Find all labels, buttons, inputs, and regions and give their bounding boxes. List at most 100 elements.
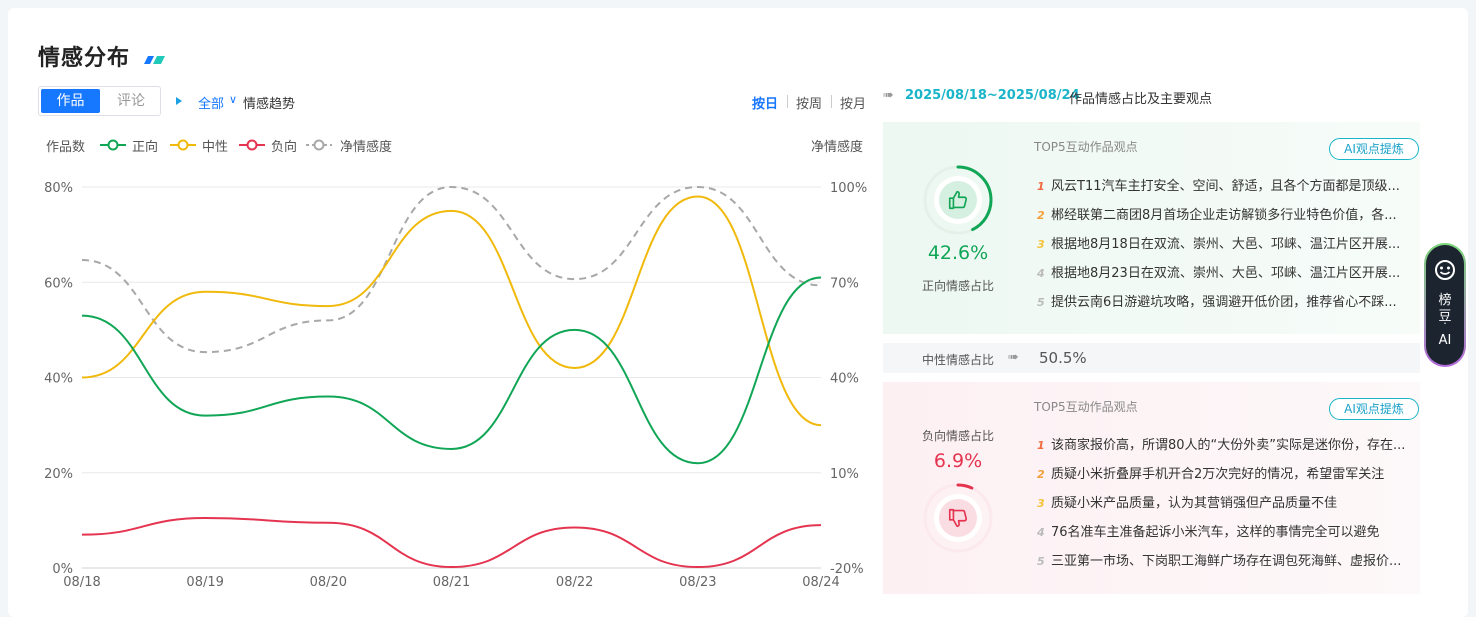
rank-number: 2 bbox=[1037, 209, 1045, 222]
negative-opinion-item[interactable]: 1 该商家报价高，所谓80人的“大份外卖”实际是迷你份，存在... bbox=[1037, 434, 1405, 453]
rank-number: 1 bbox=[1037, 439, 1045, 452]
neutral-percent: 50.5% bbox=[1039, 349, 1087, 367]
thumbs-down-icon bbox=[948, 508, 968, 528]
right-axis-title: 净情感度 bbox=[811, 140, 864, 155]
positive-opinion-item[interactable]: 1 风云T11汽车主打安全、空间、舒适，且各个方面都是顶级... bbox=[1037, 175, 1400, 194]
opinion-text: 质疑小米产品质量，认为其营销强但产品质量不佳 bbox=[1051, 496, 1338, 511]
negative-opinion-item[interactable]: 3 质疑小米产品质量，认为其营销强但产品质量不佳 bbox=[1037, 492, 1337, 511]
x-tick: 08/18 bbox=[63, 575, 100, 590]
legend-label-4[interactable]: 净情感度 bbox=[340, 140, 393, 155]
y-left-tick: 80% bbox=[44, 181, 73, 196]
period-month[interactable]: 按月 bbox=[840, 97, 867, 112]
y-left-tick: 40% bbox=[44, 372, 73, 387]
assistant-label-1: 榜 bbox=[1438, 293, 1452, 308]
opinion-text: 郴经联第二商团8月首场企业走访解锁多行业特色价值，各... bbox=[1051, 208, 1397, 223]
x-tick: 08/20 bbox=[310, 575, 347, 590]
legend-marker-2[interactable] bbox=[170, 139, 196, 151]
series-line-1[interactable] bbox=[81, 276, 822, 465]
x-tick: 08/24 bbox=[802, 575, 839, 590]
opinion-text: 76名准车主准备起诉小米汽车，这样的事情完全可以避免 bbox=[1051, 525, 1380, 540]
negative-opinion-item[interactable]: 5 三亚第一市场、下岗职工海鲜广场存在调包死海鲜、虚报价... bbox=[1037, 550, 1401, 569]
neutral-panel bbox=[883, 343, 1420, 373]
opinion-text: 三亚第一市场、下岗职工海鲜广场存在调包死海鲜、虚报价... bbox=[1051, 554, 1402, 569]
legend-label-1[interactable]: 正向 bbox=[132, 140, 159, 155]
smile-bot-icon bbox=[1435, 260, 1455, 280]
date-range: 2025/08/18~2025/08/24 bbox=[905, 88, 1080, 103]
positive-opinion-item[interactable]: 2 郴经联第二商团8月首场企业走访解锁多行业特色价值，各... bbox=[1037, 204, 1397, 223]
arrow-right-icon: ➠ bbox=[883, 88, 894, 103]
y-right-tick: 70% bbox=[830, 276, 859, 291]
y-left-tick: 60% bbox=[44, 276, 73, 291]
opinion-text: 该商家报价高，所谓80人的“大份外卖”实际是迷你份，存在... bbox=[1051, 438, 1406, 453]
rank-number: 3 bbox=[1037, 497, 1045, 510]
assistant-label-3: AI bbox=[1438, 333, 1452, 348]
negative-label: 负向情感占比 bbox=[921, 429, 994, 443]
sentiment-trend-chart: 80% 60% 40% 20% 0% 100% 70% 40% 10% -20% 08/18 08/1… bbox=[44, 181, 867, 590]
period-week[interactable]: 按周 bbox=[796, 97, 823, 112]
x-tick: 08/21 bbox=[433, 575, 470, 590]
y-right-tick: 40% bbox=[830, 372, 859, 387]
rank-number: 2 bbox=[1037, 468, 1045, 481]
ai-assistant-button[interactable]: 榜 豆 · AI bbox=[1424, 243, 1466, 367]
legend-marker-3[interactable] bbox=[239, 139, 265, 151]
arrow-right-icon: ➠ bbox=[1008, 350, 1019, 365]
negative-opinion-item[interactable]: 4 76名准车主准备起诉小米汽车，这样的事情完全可以避免 bbox=[1037, 521, 1380, 540]
thumbs-up-icon bbox=[948, 190, 968, 210]
toggle-comments[interactable]: 评论 bbox=[117, 93, 145, 109]
rank-number: 1 bbox=[1037, 180, 1045, 193]
divider bbox=[787, 95, 788, 108]
negative-percent: 6.9% bbox=[933, 450, 983, 472]
legend-marker-4[interactable] bbox=[306, 139, 332, 151]
positive-opinion-item[interactable]: 5 提供云南6日游避坑攻略，强调避开低价团，推荐省心不踩... bbox=[1037, 291, 1397, 310]
toggle-works[interactable]: 作品 bbox=[41, 89, 100, 113]
divider bbox=[831, 95, 832, 108]
date-range-caption: 作品情感占比及主要观点 bbox=[1069, 92, 1213, 107]
assistant-label-2: 豆 bbox=[1438, 309, 1452, 324]
positive-opinion-item[interactable]: 4 根据地8月23日在双流、崇州、大邑、邛崃、温江片区开展... bbox=[1037, 262, 1400, 281]
positive-ai-extract-button[interactable]: AI观点提炼 bbox=[1329, 138, 1419, 160]
series-line-4[interactable] bbox=[81, 185, 822, 354]
rank-number: 3 bbox=[1037, 238, 1045, 251]
series-line-3[interactable] bbox=[81, 516, 822, 569]
legend-label-3[interactable]: 负向 bbox=[271, 140, 298, 155]
rank-number: 5 bbox=[1037, 555, 1045, 568]
page-title: 情感分布 bbox=[38, 46, 131, 71]
positive-gauge bbox=[923, 165, 993, 235]
y-right-tick: 10% bbox=[830, 467, 859, 482]
opinion-text: 提供云南6日游避坑攻略，强调避开低价团，推荐省心不踩... bbox=[1051, 295, 1397, 310]
y-right-tick: 100% bbox=[830, 181, 867, 196]
y-left-tick: 0% bbox=[52, 562, 73, 577]
play-icon bbox=[176, 97, 182, 105]
negative-gauge bbox=[923, 483, 993, 553]
legend-label-2[interactable]: 中性 bbox=[202, 140, 229, 155]
x-tick: 08/22 bbox=[556, 575, 593, 590]
rank-number: 5 bbox=[1037, 296, 1045, 309]
positive-label: 正向情感占比 bbox=[921, 279, 994, 293]
rank-number: 4 bbox=[1037, 526, 1045, 539]
opinion-text: 根据地8月23日在双流、崇州、大邑、邛崃、温江片区开展... bbox=[1051, 266, 1401, 281]
chevron-down-icon[interactable]: ∨ bbox=[229, 93, 238, 106]
left-axis-title: 作品数 bbox=[46, 140, 86, 155]
negative-top5-title: TOP5互动作品观点 bbox=[1034, 400, 1138, 414]
y-left-tick: 20% bbox=[44, 467, 73, 482]
positive-opinion-item[interactable]: 3 根据地8月18日在双流、崇州、大邑、邛崃、温江片区开展... bbox=[1037, 233, 1400, 252]
negative-opinion-item[interactable]: 2 质疑小米折叠屏手机开合2万次完好的情况，希望雷军关注 bbox=[1037, 463, 1384, 482]
content-type-toggle: 作品 评论 bbox=[38, 86, 161, 116]
series-line-2[interactable] bbox=[81, 195, 822, 427]
period-day[interactable]: 按日 bbox=[752, 97, 779, 112]
opinion-text: 风云T11汽车主打安全、空间、舒适，且各个方面都是顶级... bbox=[1051, 179, 1400, 194]
y-right-tick: -20% bbox=[830, 562, 864, 577]
x-tick: 08/19 bbox=[186, 575, 223, 590]
positive-top5-title: TOP5互动作品观点 bbox=[1034, 140, 1138, 154]
scope-dropdown[interactable]: 全部 bbox=[198, 97, 225, 112]
opinion-text: 质疑小米折叠屏手机开合2万次完好的情况，希望雷军关注 bbox=[1051, 467, 1385, 482]
x-tick: 08/23 bbox=[679, 575, 716, 590]
trend-label: 情感趋势 bbox=[243, 97, 296, 112]
neutral-label: 中性情感占比 bbox=[922, 353, 995, 367]
positive-percent: 42.6% bbox=[927, 242, 989, 264]
opinion-text: 根据地8月18日在双流、崇州、大邑、邛崃、温江片区开展... bbox=[1051, 237, 1401, 252]
assistant-dot: · bbox=[1443, 317, 1447, 330]
legend-marker-1[interactable] bbox=[100, 139, 126, 151]
rank-number: 4 bbox=[1037, 267, 1045, 280]
negative-ai-extract-button[interactable]: AI观点提炼 bbox=[1329, 398, 1419, 420]
